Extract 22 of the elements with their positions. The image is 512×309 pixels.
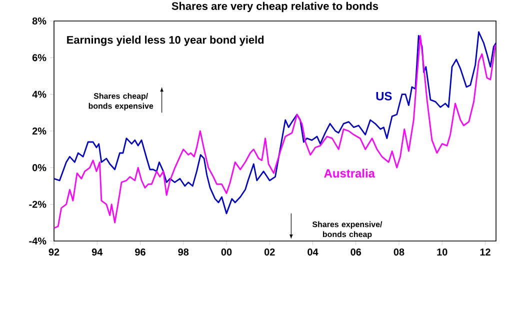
chart-title: Shares are very cheap relative to bonds bbox=[172, 2, 378, 12]
y-tick-label: -2% bbox=[29, 200, 46, 208]
y-tick-label: 6% bbox=[32, 54, 46, 62]
x-tick-label: 02 bbox=[264, 248, 275, 256]
y-tick-label: 2% bbox=[32, 127, 46, 135]
y-tick-label: -4% bbox=[29, 237, 46, 245]
x-tick-label: 08 bbox=[394, 248, 404, 256]
x-tick-label: 92 bbox=[48, 248, 60, 256]
x-tick-label: 96 bbox=[135, 248, 146, 256]
y-tick-label: 8% bbox=[32, 17, 46, 25]
x-tick-label: 04 bbox=[308, 248, 318, 256]
x-tick-label: 94 bbox=[92, 248, 103, 256]
x-tick-label: 12 bbox=[480, 248, 490, 256]
x-tick-label: 98 bbox=[178, 248, 189, 256]
x-tick-label: 00 bbox=[221, 248, 232, 256]
series-label: Australia bbox=[324, 168, 376, 178]
text: Earnings yield less 10 year bond yield bbox=[67, 36, 264, 46]
x-tick-label: 06 bbox=[350, 248, 362, 256]
series-label: US bbox=[376, 92, 392, 100]
x-tick-label: 10 bbox=[437, 248, 448, 256]
y-tick-label: 0% bbox=[32, 164, 46, 172]
y-tick-label: 4% bbox=[32, 90, 46, 98]
